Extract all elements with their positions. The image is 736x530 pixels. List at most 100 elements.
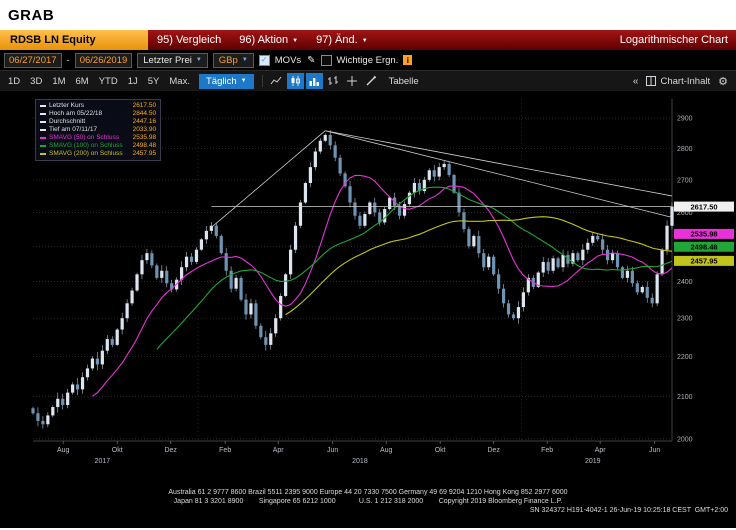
menu-vergleich[interactable]: 95) Vergleich: [148, 30, 230, 50]
movs-label: MOVs: [274, 54, 302, 66]
collapse-button[interactable]: «: [632, 75, 639, 87]
chevron-down-icon: ▼: [240, 78, 247, 84]
svg-text:Okt: Okt: [435, 447, 446, 454]
svg-text:2200: 2200: [677, 354, 693, 361]
date-from-input[interactable]: 06/27/2017: [4, 52, 62, 68]
table-button[interactable]: Tabelle: [388, 75, 419, 87]
ohlc-bars-icon[interactable]: [325, 73, 342, 89]
menu-aktion-label: 96) Aktion: [239, 34, 289, 46]
svg-text:Dez: Dez: [164, 447, 177, 454]
window-title: GRAB: [8, 6, 55, 24]
series-value: 2844.50: [132, 110, 157, 117]
events-checkbox[interactable]: [320, 54, 332, 66]
chevron-down-icon: ▼: [361, 37, 368, 44]
period-5y[interactable]: 5Y: [147, 75, 160, 87]
svg-text:Apr: Apr: [273, 447, 285, 454]
crosshair-icon[interactable]: [344, 73, 361, 89]
candlestick-chart-icon[interactable]: [286, 73, 304, 89]
chart-settings-bar: 06/27/2017 - 06/26/2019 Letzter Prei ▼ G…: [0, 50, 736, 70]
svg-text:Aug: Aug: [380, 447, 393, 454]
svg-text:Apr: Apr: [595, 447, 607, 454]
period-3d[interactable]: 3D: [30, 75, 43, 87]
chart-content-label: Chart-Inhalt: [660, 75, 711, 87]
period-ytd[interactable]: YTD: [98, 75, 118, 87]
series-value: 2033.90: [132, 126, 157, 133]
series-label: SMAVG (100) on Schluss: [49, 142, 123, 149]
movs-checkbox[interactable]: ✓: [258, 54, 270, 66]
series-label: Durchschnitt: [49, 118, 86, 125]
period-1j[interactable]: 1J: [127, 75, 138, 87]
series-label: Tief am 07/11/17: [49, 126, 98, 133]
svg-text:2000: 2000: [677, 436, 693, 443]
menu-aktion[interactable]: 96) Aktion ▼: [230, 30, 307, 50]
footer-line-3: SN 324372 H191-4042-1 26-Jun-19 10:25:18…: [529, 507, 728, 514]
series-marker: [40, 105, 46, 107]
currency-value: GBp: [218, 54, 238, 66]
series-marker: [40, 137, 46, 139]
svg-text:2300: 2300: [677, 316, 693, 323]
panel-grid-icon: [646, 76, 657, 86]
grab-header: GRAB: [0, 0, 736, 30]
legend-row-high: Hoch am 05/22/18 2844.50: [40, 110, 156, 118]
date-range-separator: -: [66, 54, 70, 66]
series-value: 2617.50: [132, 102, 157, 109]
chart-toolbar: 1D 3D 1M 6M YTD 1J 5Y Max. Täglich ▼: [0, 70, 736, 91]
period-max[interactable]: Max.: [169, 75, 190, 87]
legend-row-smavg100: SMAVG (100) on Schluss 2498.48: [40, 142, 156, 150]
chevron-down-icon: ▼: [195, 56, 202, 63]
series-label: SMAVG (50) on Schluss: [49, 134, 119, 141]
pencil-icon[interactable]: ✎: [307, 54, 316, 66]
svg-text:Jun: Jun: [327, 447, 338, 454]
svg-text:Aug: Aug: [57, 447, 70, 454]
menu-aenderung[interactable]: 97) Änd. ▼: [307, 30, 377, 50]
svg-text:Okt: Okt: [112, 447, 123, 454]
chart-mode-label: Logarithmischer Chart: [619, 34, 728, 46]
series-marker: [40, 113, 46, 115]
series-marker: [40, 121, 46, 123]
security-field[interactable]: RDSB LN Equity: [0, 30, 148, 50]
frequency-value: Täglich: [205, 75, 237, 87]
legend-row-smavg50: SMAVG (50) on Schluss 2535.98: [40, 134, 156, 142]
candlestick-chart[interactable]: 2900280027002600250024002300220021002000…: [0, 91, 736, 483]
svg-text:2018: 2018: [352, 458, 368, 465]
legend-row-smavg200: SMAVG (200) on Schluss 2457.95: [40, 150, 156, 158]
annotate-icon[interactable]: [363, 73, 380, 89]
volume-bars-icon[interactable]: [305, 73, 323, 89]
svg-text:Jun: Jun: [649, 447, 660, 454]
chevron-down-icon: ▼: [241, 56, 248, 63]
gear-icon[interactable]: ⚙: [718, 75, 728, 88]
period-1m[interactable]: 1M: [52, 75, 66, 87]
series-value: 2535.98: [132, 134, 157, 141]
footer-line-1: Australia 61 2 9777 8600 Brazil 5511 239…: [168, 489, 568, 496]
svg-text:2617.50: 2617.50: [690, 202, 717, 211]
svg-text:Dez: Dez: [487, 447, 500, 454]
chevron-down-icon: ▼: [292, 37, 299, 44]
footer-line-2: Japan 81 3 3201 8900 Singapore 65 6212 1…: [173, 498, 563, 505]
price-field-value: Letzter Prei: [143, 54, 192, 66]
period-1d[interactable]: 1D: [8, 75, 21, 87]
main-menu-bar: RDSB LN Equity 95) Vergleich 96) Aktion …: [0, 30, 736, 50]
check-icon: ✓: [260, 55, 268, 64]
currency-dropdown[interactable]: GBp ▼: [212, 52, 254, 68]
chart-area: 2900280027002600250024002300220021002000…: [0, 91, 736, 483]
svg-text:2600: 2600: [677, 210, 693, 217]
series-label: Letzter Kurs: [49, 102, 85, 109]
info-icon[interactable]: i: [403, 55, 413, 65]
date-to-input[interactable]: 06/26/2019: [74, 52, 133, 68]
legend-row-low: Tief am 07/11/17 2033.90: [40, 126, 156, 134]
chart-content-button[interactable]: Chart-Inhalt: [646, 76, 710, 87]
frequency-dropdown[interactable]: Täglich ▼: [198, 73, 254, 89]
series-value: 2457.95: [132, 150, 157, 157]
series-value: 2498.48: [132, 142, 157, 149]
svg-text:2457.95: 2457.95: [690, 257, 717, 266]
svg-text:Feb: Feb: [219, 447, 231, 454]
series-label: SMAVG (200) on Schluss: [49, 150, 123, 157]
period-6m[interactable]: 6M: [75, 75, 89, 87]
events-label: Wichtige Ergn.: [336, 54, 399, 66]
toolbar-divider: [261, 75, 263, 87]
price-field-dropdown[interactable]: Letzter Prei ▼: [137, 52, 208, 68]
line-chart-icon[interactable]: [268, 73, 285, 89]
menu-aenderung-label: 97) Änd.: [316, 34, 358, 46]
legend-row-average: Durchschnitt 2447.16: [40, 118, 156, 126]
